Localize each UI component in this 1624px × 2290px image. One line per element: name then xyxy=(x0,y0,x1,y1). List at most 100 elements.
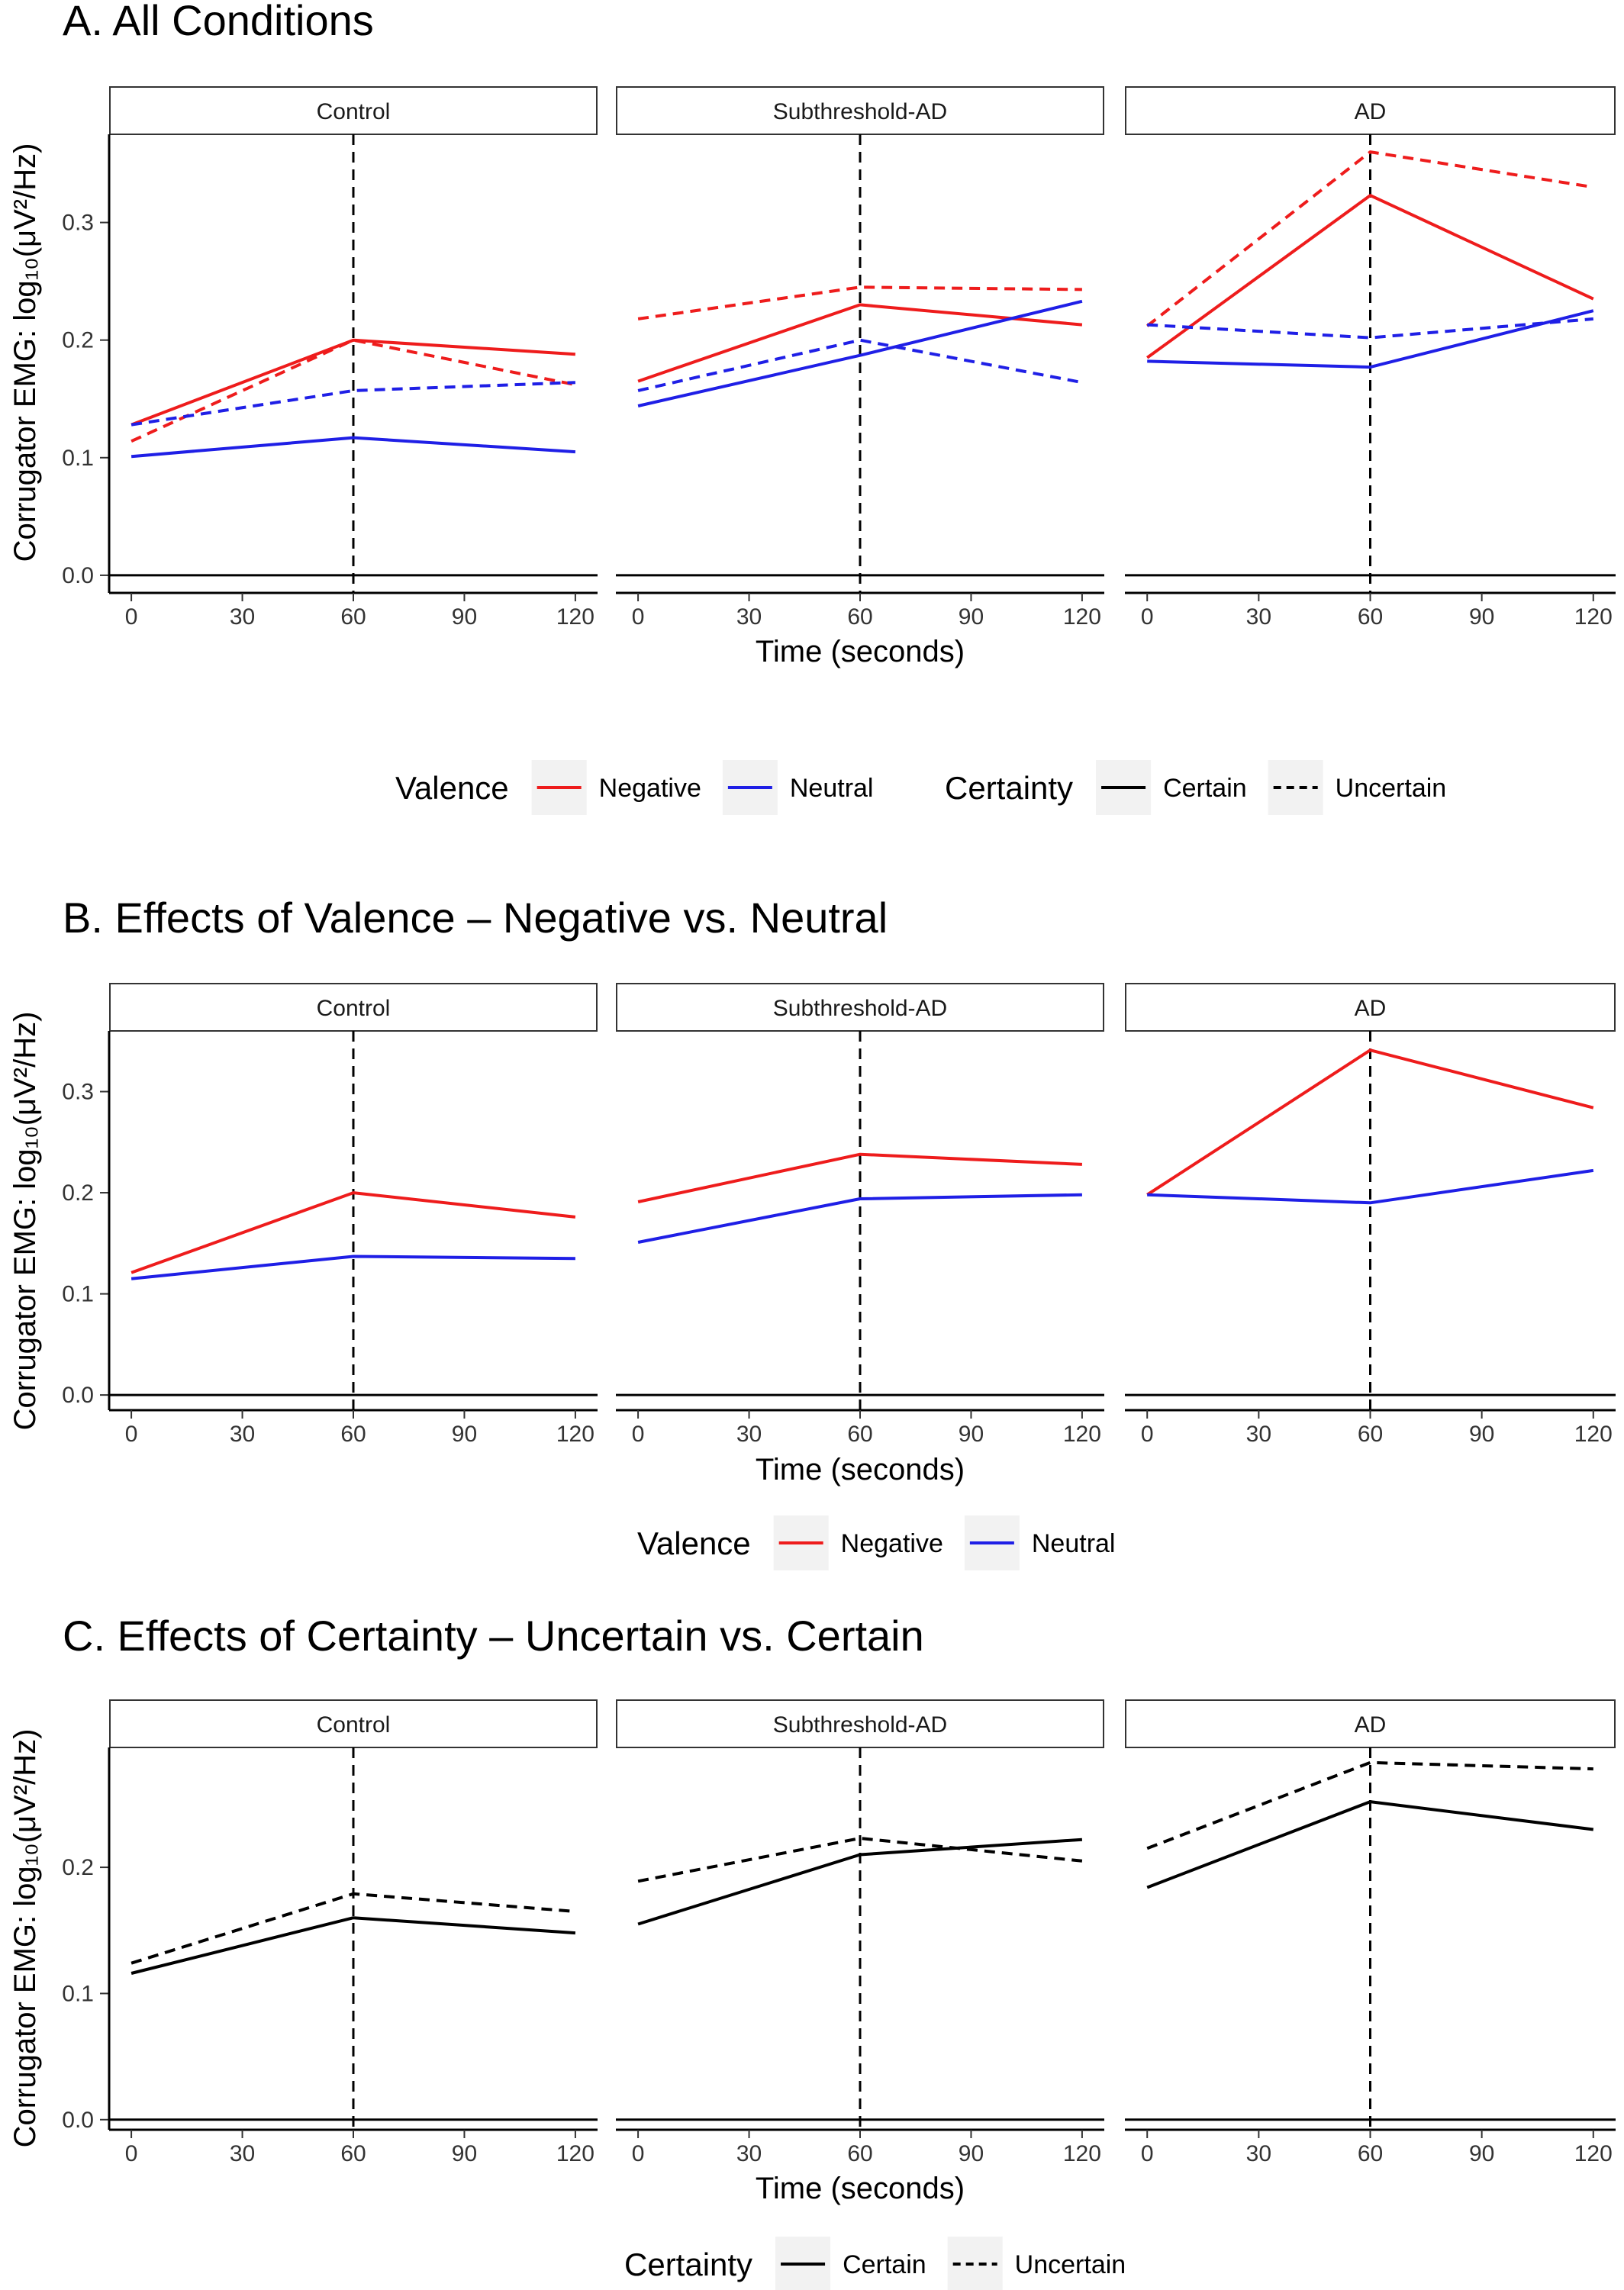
legend-label: Certain xyxy=(1163,774,1247,803)
facet-subthreshold-ad: Subthreshold-AD 0 30 60 90 120 xyxy=(616,1699,1104,2166)
legend-label: Uncertain xyxy=(1336,774,1447,803)
series-line-negative xyxy=(637,1152,1082,1203)
x-tick-label: 30 xyxy=(1246,604,1271,630)
facet-strip-label: AD xyxy=(1355,996,1387,1021)
x-tick-label: 60 xyxy=(847,1422,872,1447)
series-line-neutral-certain xyxy=(637,299,1083,407)
chart-panel-a: A. All Conditions Corrugator EMG: log₁₀(μ… xyxy=(8,0,1616,815)
y-tick-label: 0.2 xyxy=(62,1180,94,1206)
chart-panel-c: C. Effects of Certainty – Uncertain vs. … xyxy=(8,1612,1616,2290)
legend-label: Uncertain xyxy=(1015,2250,1126,2279)
legend: Valence Negative Neutral Certainty Certain Un… xyxy=(395,760,1446,815)
y-tick-label: 0.1 xyxy=(62,1282,94,1307)
x-axis-title: Time (seconds) xyxy=(756,2172,965,2205)
x-tick-label: 30 xyxy=(736,604,762,630)
x-tick-label: 90 xyxy=(959,2141,984,2166)
facet-strip-label: Control xyxy=(317,1712,391,1738)
facet-strip xyxy=(616,983,1104,1032)
x-tick-label: 0 xyxy=(1141,604,1154,630)
x-tick-label: 90 xyxy=(959,604,984,630)
panel-title: A. All Conditions xyxy=(63,0,374,44)
x-tick-label: 30 xyxy=(1246,2141,1271,2166)
x-tick-label: 60 xyxy=(847,604,872,630)
series-line-neutral-uncertain xyxy=(1147,317,1593,340)
x-axis-title: Time (seconds) xyxy=(756,1453,965,1486)
legend: Certainty Certain Uncertain xyxy=(624,2237,1126,2290)
y-tick-label: 0.2 xyxy=(62,328,94,353)
panel-title: C. Effects of Certainty – Uncertain vs. … xyxy=(63,1612,924,1660)
facet-strip xyxy=(109,983,598,1032)
x-tick-label: 30 xyxy=(736,1422,762,1447)
x-tick-label: 60 xyxy=(1358,1422,1383,1447)
series-line-certain xyxy=(1146,1800,1594,1889)
legend-title: Valence xyxy=(395,770,509,806)
x-tick-label: 120 xyxy=(1063,604,1101,630)
series-line-neutral xyxy=(130,1255,575,1280)
series-line-neutral-uncertain xyxy=(130,381,575,427)
x-tick-label: 120 xyxy=(556,2141,594,2166)
x-tick-label: 90 xyxy=(1469,2141,1494,2166)
x-tick-label: 60 xyxy=(847,2141,872,2166)
x-tick-label: 0 xyxy=(632,2141,645,2166)
panel-title: B. Effects of Valence – Negative vs. Neu… xyxy=(63,894,888,942)
facet-control: Control 0 30 60 90 120 xyxy=(108,1699,598,2166)
facet-ad: AD 0 30 60 90 120 xyxy=(1125,983,1616,1447)
x-tick-label: 60 xyxy=(1358,604,1383,630)
x-axis-title: Time (seconds) xyxy=(756,635,965,668)
y-axis-title: Corrugator EMG: log₁₀(μV²/Hz) xyxy=(8,143,42,562)
x-tick-label: 0 xyxy=(1141,1422,1154,1447)
facet-ad: AD 0 30 60 90 120 xyxy=(1125,86,1616,630)
series-line-certain xyxy=(130,1916,576,1975)
y-tick-label: 0.0 xyxy=(62,563,94,588)
series-line-neutral-certain xyxy=(130,436,576,459)
facet-strip-label: AD xyxy=(1355,99,1387,124)
chart-panel-b: B. Effects of Valence – Negative vs. Neu… xyxy=(8,894,1616,1570)
x-tick-label: 60 xyxy=(340,1422,366,1447)
legend: Valence Negative Neutral xyxy=(637,1515,1115,1570)
facet-strip xyxy=(109,1699,598,1748)
x-tick-label: 60 xyxy=(340,604,366,630)
series-line-negative-certain xyxy=(1146,194,1594,359)
facet-strip-label: Subthreshold-AD xyxy=(773,996,947,1021)
x-tick-label: 0 xyxy=(1141,2141,1154,2166)
y-tick-label: 0.0 xyxy=(62,1383,94,1408)
series-line-neutral-uncertain xyxy=(637,338,1083,392)
series-line-neutral xyxy=(1147,1168,1594,1205)
legend-label: Neutral xyxy=(1032,1529,1116,1558)
series-line-uncertain xyxy=(130,1892,576,1965)
series-line-negative xyxy=(130,1191,576,1274)
facet-strip xyxy=(109,86,598,135)
y-tick-label: 0.2 xyxy=(62,1855,94,1880)
facet-control: Control 0 30 60 90 120 xyxy=(108,86,598,630)
facet-subthreshold-ad: Subthreshold-AD 0 30 60 90 120 xyxy=(616,983,1104,1447)
series-line-certain xyxy=(637,1837,1083,1926)
x-tick-label: 90 xyxy=(1469,1422,1494,1447)
x-tick-label: 30 xyxy=(230,604,255,630)
y-tick-label: 0.0 xyxy=(62,2108,94,2133)
x-tick-label: 90 xyxy=(452,1422,477,1447)
x-tick-label: 30 xyxy=(736,2141,762,2166)
facet-strip-label: Control xyxy=(317,996,391,1021)
x-tick-label: 120 xyxy=(1574,1422,1613,1447)
facet-strip xyxy=(1125,86,1616,135)
legend-title: Certainty xyxy=(945,770,1073,806)
x-tick-label: 120 xyxy=(556,1422,594,1447)
facet-strip-label: Subthreshold-AD xyxy=(773,1712,947,1738)
y-tick-label: 0.3 xyxy=(62,1080,94,1105)
x-tick-label: 120 xyxy=(1063,1422,1101,1447)
y-axis-title: Corrugator EMG: log₁₀(μV²/Hz) xyxy=(8,1012,42,1431)
series-line-negative xyxy=(1146,1048,1594,1197)
series-line-neutral xyxy=(637,1193,1082,1244)
facet-control: Control 0 30 60 90 120 xyxy=(108,983,598,1447)
facet-strip xyxy=(616,1699,1104,1748)
legend-label: Neutral xyxy=(790,774,874,803)
y-axis-title: Corrugator EMG: log₁₀(μV²/Hz) xyxy=(8,1729,42,2148)
x-tick-label: 120 xyxy=(556,604,594,630)
series-line-negative-uncertain xyxy=(1146,150,1594,327)
series-line-negative-uncertain xyxy=(637,285,1082,320)
x-tick-label: 90 xyxy=(959,1422,984,1447)
facet-strip xyxy=(1125,1699,1616,1748)
series-line-neutral-certain xyxy=(1147,309,1594,369)
x-tick-label: 120 xyxy=(1574,604,1613,630)
